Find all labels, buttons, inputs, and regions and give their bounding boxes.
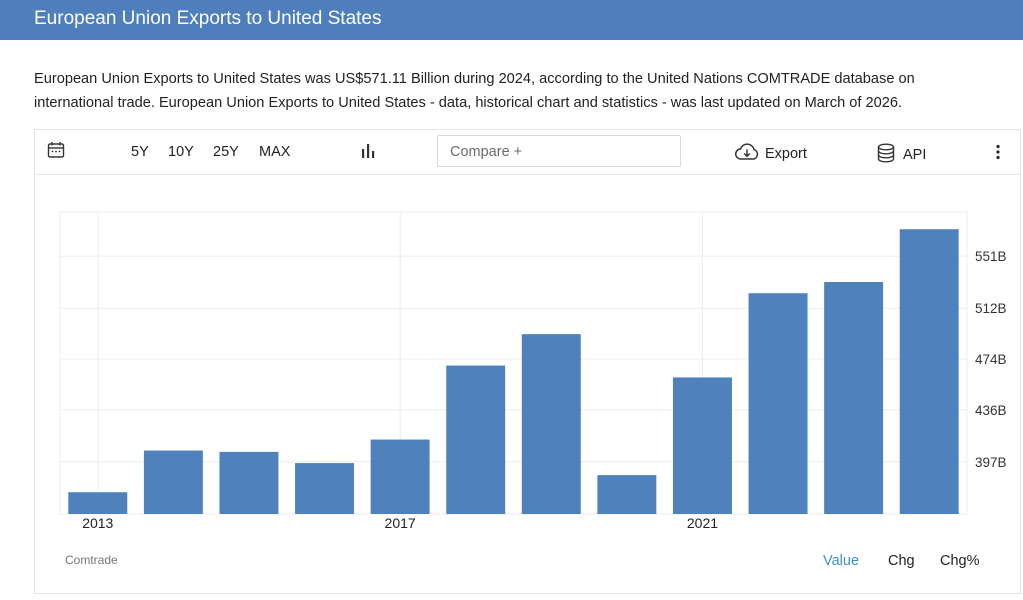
x-tick-label: 2017 [385,515,416,531]
bar-2023 [824,282,884,514]
bar-2014 [143,450,203,514]
bar-chart-icon[interactable] [361,142,377,163]
plot-frame [59,211,968,515]
y-tick-label: 474B [975,352,1007,367]
bar-chart: 397B 436B 474B 512B 551B 2013 2017 2021 [59,211,1007,531]
page-title: European Union Exports to United States [34,8,382,29]
range-max-button[interactable]: MAX [259,144,291,160]
chart-toolbar: 5Y 10Y 25Y MAX Export [35,130,1020,175]
api-button[interactable]: API [877,143,926,163]
bar-2019 [521,334,581,514]
y-tick-label: 551B [975,249,1007,264]
tab-chg[interactable]: Chg [888,553,915,569]
bar-2024 [899,229,959,515]
y-tick-label: 512B [975,301,1007,316]
source-label[interactable]: Comtrade [65,553,118,567]
bar-2018 [446,365,506,514]
description: European Union Exports to United States … [34,67,1023,115]
tab-chg-pct[interactable]: Chg% [940,553,980,569]
calendar-icon[interactable] [47,141,65,163]
page-header: European Union Exports to United States [0,0,1023,40]
range-10y-button[interactable]: 10Y [168,144,194,160]
x-tick-label: 2021 [687,515,718,531]
cloud-download-icon [735,143,759,160]
bar-2020 [597,475,657,514]
database-icon [877,143,895,163]
api-label: API [903,147,927,163]
more-vertical-icon[interactable] [995,144,1001,164]
range-25y-button[interactable]: 25Y [213,144,239,160]
export-button[interactable]: Export [734,143,807,162]
description-line-1: European Union Exports to United States … [34,71,915,87]
tab-value[interactable]: Value [823,553,860,569]
range-5y-button[interactable]: 5Y [131,144,149,160]
compare-input[interactable] [448,137,672,167]
y-tick-label: 397B [975,455,1007,470]
bar-2021 [672,377,732,514]
chart-panel: 5Y 10Y 25Y MAX Export [34,129,1021,594]
x-tick-label: 2013 [82,515,113,531]
bar-2016 [295,463,355,514]
bar-2022 [748,293,808,514]
y-tick-label: 436B [975,403,1007,418]
bar-2015 [219,451,279,514]
bar-2013 [68,492,128,514]
compare-field[interactable] [437,135,681,167]
export-label: Export [765,146,807,162]
bar-2017 [370,439,430,514]
description-line-2: international trade. European Union Expo… [34,95,902,111]
